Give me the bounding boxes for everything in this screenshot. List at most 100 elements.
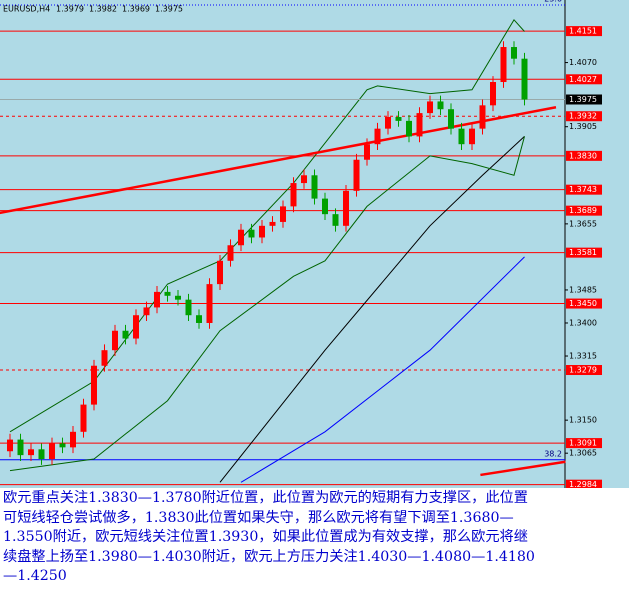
candle-body <box>511 47 517 59</box>
candle-body <box>301 175 307 184</box>
candle-body <box>122 330 129 339</box>
analysis-line: 欧元重点关注1.3830—1.3780附近位置，此位置为欧元的短期有力支撑区，此… <box>3 490 528 506</box>
y-tick-label: 1.3065 <box>569 449 597 458</box>
candle-body <box>479 105 486 129</box>
candle-body <box>490 82 496 106</box>
candle-body <box>406 120 412 137</box>
level-label-box <box>566 184 602 195</box>
candle-body <box>7 439 13 452</box>
candle-body <box>101 350 108 366</box>
level-label: 1.4027 <box>569 75 597 84</box>
candle-body <box>269 221 276 226</box>
candle-body <box>437 101 444 110</box>
candle-body <box>427 101 433 114</box>
candle-body <box>185 299 192 316</box>
candle-body <box>259 225 265 238</box>
quote-value: 1.3979 <box>56 5 84 14</box>
analysis-line: 1.3550附近，欧元短线关注位置1.3930，如果此位置成为有效支撑，那么欧元… <box>3 529 528 545</box>
quote-value: 1.3982 <box>89 5 117 14</box>
y-tick-label: 1.3400 <box>569 318 597 327</box>
overlay-line <box>240 256 525 483</box>
y-tick-label: 1.3315 <box>569 352 597 361</box>
level-label-box <box>566 298 602 309</box>
candle-body <box>70 431 76 448</box>
candle-body <box>322 198 328 215</box>
candle-body <box>248 229 255 238</box>
overlay-line <box>480 460 566 477</box>
y-tick-label: 1.3150 <box>569 416 597 425</box>
level-label: 1.3450 <box>569 299 597 308</box>
quote-value: 1.3969 <box>122 5 150 14</box>
level-label-box <box>566 150 602 161</box>
analysis-line: 续盘整上扬至1.3980—1.4030附近，欧元上方压力关注1.4030—1.4… <box>3 548 535 565</box>
candle-body <box>448 109 454 129</box>
level-label-box <box>566 26 602 37</box>
candle-body <box>343 190 349 226</box>
candle-body <box>17 439 24 456</box>
overlay-line <box>0 106 557 215</box>
level-label-box <box>566 247 602 258</box>
analysis-line: —1.4250 <box>3 568 67 584</box>
overlay-line <box>219 136 525 483</box>
candle-body <box>28 449 34 456</box>
level-label-box <box>566 205 602 216</box>
y-tick-label: 1.3655 <box>569 219 597 228</box>
last-price-label: 1.3975 <box>569 95 597 104</box>
chart: EURUSD,H4 1.3979 1.3982 1.3969 1.3975 23.6 38.… <box>0 0 629 488</box>
y-tick-label: 1.4070 <box>569 58 597 67</box>
candle-body <box>385 116 391 129</box>
candle-body <box>238 229 244 246</box>
level-label: 1.3743 <box>569 185 597 194</box>
level-label: 1.3689 <box>569 206 597 215</box>
y-tick-label: 1.3905 <box>569 122 597 131</box>
candle-body <box>196 315 202 323</box>
candle-body <box>311 175 318 199</box>
candle-body <box>91 365 97 405</box>
candle-body <box>332 214 339 226</box>
level-label: 1.3932 <box>569 112 597 121</box>
chart-background <box>0 0 629 488</box>
candle-body <box>364 144 370 160</box>
candle-body <box>49 443 55 460</box>
candle-body <box>59 443 66 448</box>
candle-body <box>206 284 213 323</box>
candle-body <box>395 116 402 121</box>
y-tick-label: 1.3485 <box>569 285 597 294</box>
fib-label: 23.6 <box>544 0 562 4</box>
level-label-box <box>566 365 602 376</box>
candle-body <box>217 260 223 285</box>
level-label: 1.4151 <box>569 27 597 36</box>
level-label: 1.3830 <box>569 151 597 160</box>
overlay-line <box>9 18 525 433</box>
candle-body <box>227 245 234 261</box>
level-label: 1.2984 <box>569 480 597 488</box>
level-label: 1.3581 <box>569 248 597 257</box>
last-price-box <box>566 94 602 105</box>
level-label-box <box>566 438 602 449</box>
analysis-line: 可短线轻仓尝试做多，1.3830此位置如果失守，那么欧元将有望下调至1.3680… <box>3 509 514 526</box>
candle-body <box>353 159 360 191</box>
levels <box>0 30 565 486</box>
level-label-box <box>566 111 602 122</box>
fib-label: 38.2 <box>544 449 562 458</box>
candle-body <box>374 128 381 145</box>
symbol-label: EURUSD,H4 <box>3 5 50 14</box>
candle-body <box>290 183 297 207</box>
candle-body <box>458 128 465 145</box>
candle-body <box>280 206 286 222</box>
level-label: 1.3279 <box>569 366 597 375</box>
candle-body <box>416 113 423 137</box>
candle-body <box>112 330 118 351</box>
level-label: 1.3091 <box>569 439 597 448</box>
candle-body <box>175 295 181 300</box>
level-label-box <box>566 479 602 488</box>
quote-value: 1.3975 <box>155 5 183 14</box>
candle-body <box>154 291 160 308</box>
overlay-line <box>9 136 525 472</box>
candle-body <box>38 449 45 460</box>
candle-body <box>143 307 150 316</box>
candle-body <box>164 291 171 296</box>
analysis-text: 欧元重点关注1.3830—1.3780附近位置，此位置为欧元的短期有力支撑区，此… <box>3 489 627 587</box>
candle-body <box>469 128 475 145</box>
